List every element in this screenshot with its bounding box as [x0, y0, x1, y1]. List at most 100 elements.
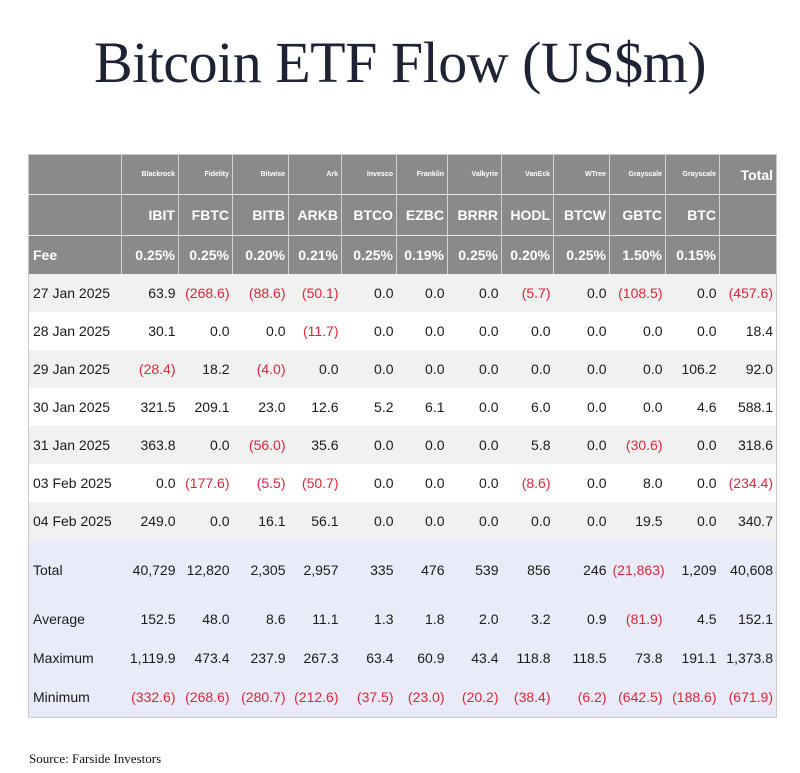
table-row: 27 Jan 2025 63.9 (268.6) (88.6) (50.1) 0.0 0.0…	[28, 273, 777, 312]
flow-value-cell: (50.1)	[288, 273, 342, 312]
flow-value-cell: 0.0	[178, 425, 233, 464]
flow-value-cell: 0.0	[396, 501, 448, 540]
flow-value-cell: 249.0	[121, 501, 179, 540]
flow-value-cell: 12.6	[311, 398, 339, 415]
summary-value-cell: 1,209	[665, 539, 720, 600]
flow-value-cell: (4.0)	[232, 349, 289, 388]
summary-label-cell: Total	[28, 539, 122, 600]
flow-value-cell: 0.0	[288, 349, 342, 388]
summary-label-cell: Maximum	[28, 638, 122, 678]
flow-value-cell: 0.0	[425, 322, 445, 339]
summary-value-cell: (20.2)	[447, 677, 502, 717]
issuer-header-cell: Grayscale	[665, 154, 720, 195]
flow-value-cell: (11.7)	[302, 322, 339, 339]
summary-value-cell: 473.4	[178, 638, 233, 678]
flow-value-cell: 0.0	[643, 398, 663, 415]
flow-value-cell: 63.9	[121, 273, 179, 312]
page-title: Bitcoin ETF Flow (US$m)	[93, 30, 707, 95]
flow-value-cell: (177.6)	[185, 474, 230, 491]
ticker-total-blank-cell	[719, 194, 777, 236]
summary-value-cell: 2,957	[288, 539, 342, 600]
row-date-cell: 27 Jan 2025	[28, 273, 122, 312]
flow-value-cell: (88.6)	[232, 273, 289, 312]
flow-value-cell: (56.0)	[232, 425, 289, 464]
fee-header-row: Fee 0.25% 0.25% 0.20% 0.21% 0.25% 0.19% 0.25% 0.…	[28, 235, 777, 274]
flow-value-cell: 56.1	[288, 501, 342, 540]
summary-value-cell: (81.9)	[609, 599, 666, 639]
issuer-header-cell: WTree	[553, 154, 610, 195]
summary-value-cell: 12,820	[178, 539, 233, 600]
ticker-header-cell: ARKB	[288, 194, 342, 236]
table-row: 28 Jan 2025 30.1 0.0 0.0 (11.7) 0.0 0.0 0.0 0.0 0…	[29, 312, 777, 350]
summary-value-cell: 11.1	[288, 599, 342, 639]
summary-value-cell: (642.5)	[609, 677, 666, 717]
summary-value-cell: 191.1	[665, 638, 720, 678]
fee-cell: 0.20%	[501, 235, 554, 274]
issuer-header-cell: Ark	[288, 154, 342, 195]
summary-value-cell: 43.4	[447, 638, 502, 678]
summary-value-cell: 60.9	[396, 638, 448, 678]
summary-value-cell: 335	[341, 539, 397, 600]
summary-total-cell: 1,373.8	[719, 638, 777, 678]
summary-value-cell: (332.6)	[121, 677, 179, 717]
header-corner-cell	[28, 154, 122, 195]
flow-value-cell: 5.8	[501, 425, 554, 464]
summary-value-cell: 152.5	[121, 599, 179, 639]
table-row: 30 Jan 2025 321.5 209.1 23.0 12.6 5.2 6.1 0.0 6.…	[29, 388, 777, 426]
row-total-cell: 318.6	[719, 425, 777, 464]
summary-value-cell: 539	[447, 539, 502, 600]
summary-label-cell: Minimum	[28, 677, 122, 717]
flow-value-cell: (50.7)	[301, 474, 339, 491]
flow-value-cell: 19.5	[609, 501, 666, 540]
flow-value-cell: 30.1	[148, 322, 176, 339]
flow-value-cell: (8.6)	[521, 474, 551, 491]
summary-value-cell: (212.6)	[288, 677, 342, 717]
summary-value-cell: 1.3	[341, 599, 397, 639]
issuer-header-cell: Blackrock	[121, 154, 179, 195]
flow-value-cell: 106.2	[665, 349, 720, 388]
summary-row: Total 40,729 12,820 2,305 2,957 335 476 539 856 2…	[28, 539, 777, 600]
summary-row: Minimum (332.6) (268.6) (280.7) (212.6) (37.5…	[28, 677, 777, 717]
flow-value-cell: 0.0	[479, 474, 499, 491]
fee-cell: 0.21%	[288, 235, 342, 274]
issuer-header-row: Blackrock Fidelity Bitwise Ark Invesco Frankl…	[28, 154, 777, 195]
summary-value-cell: 1,119.9	[121, 638, 179, 678]
total-header-cell: Total	[719, 154, 777, 195]
flow-value-cell: 16.1	[232, 501, 289, 540]
summary-value-cell: 40,729	[121, 539, 179, 600]
ticker-header-cell: EZBC	[396, 194, 448, 236]
fee-cell: 0.25%	[447, 235, 502, 274]
summary-value-cell: 118.8	[501, 638, 554, 678]
fee-cell: 0.25%	[121, 235, 179, 274]
flow-value-cell: 0.0	[643, 322, 663, 339]
summary-value-cell: 48.0	[178, 599, 233, 639]
ticker-header-cell: BTCO	[341, 194, 397, 236]
summary-value-cell: (21,863)	[609, 539, 666, 600]
flow-value-cell: 4.6	[697, 398, 717, 415]
flow-value-cell: 0.0	[266, 322, 286, 339]
flow-value-cell: 0.0	[697, 322, 717, 339]
ticker-header-cell: HODL	[501, 194, 554, 236]
row-date-cell: 30 Jan 2025	[33, 398, 111, 415]
ticker-header-cell: FBTC	[178, 194, 233, 236]
summary-total-cell: (671.9)	[719, 677, 777, 717]
summary-value-cell: 8.6	[232, 599, 289, 639]
summary-total-cell: 40,608	[719, 539, 777, 600]
summary-value-cell: 1.8	[396, 599, 448, 639]
fee-cell: 0.19%	[396, 235, 448, 274]
flow-value-cell: 0.0	[587, 398, 607, 415]
etf-flow-table: Blackrock Fidelity Bitwise Ark Invesco Frankl…	[28, 154, 777, 718]
flow-value-cell: 0.0	[479, 322, 499, 339]
flow-value-cell: 6.0	[531, 398, 551, 415]
flow-value-cell: 0.0	[178, 501, 233, 540]
row-date-cell: 28 Jan 2025	[33, 322, 111, 339]
row-date-cell: 03 Feb 2025	[33, 474, 112, 491]
flow-value-cell: 0.0	[396, 425, 448, 464]
summary-value-cell: 267.3	[288, 638, 342, 678]
flow-value-cell: 0.0	[531, 322, 551, 339]
summary-row: Average 152.5 48.0 8.6 11.1 1.3 1.8 2.0 3.2 0.9 (8…	[28, 599, 777, 639]
issuer-header-cell: Bitwise	[232, 154, 289, 195]
flow-value-cell: 0.0	[665, 425, 720, 464]
flow-value-cell: 0.0	[665, 501, 720, 540]
flow-value-cell: (30.6)	[609, 425, 666, 464]
